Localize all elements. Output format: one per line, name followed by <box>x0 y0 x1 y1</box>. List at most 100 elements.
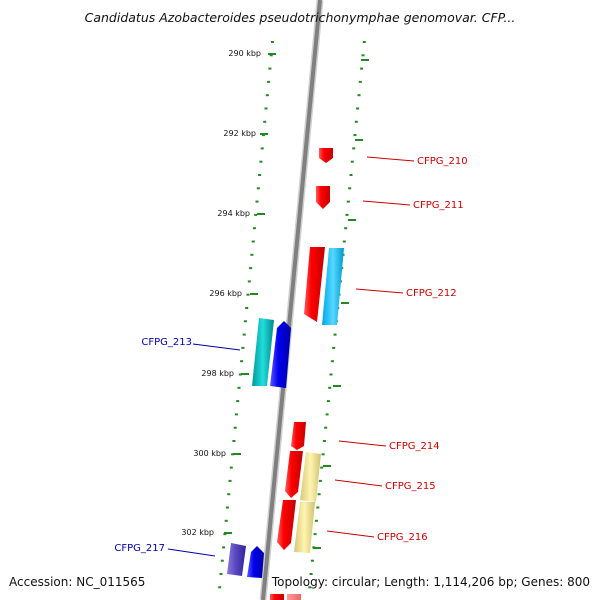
guide-dot <box>252 227 256 230</box>
gene-CFPG_212[interactable]: CFPG_212 <box>304 247 457 325</box>
guide-dot <box>309 573 313 575</box>
gene-CFPG_214[interactable]: CFPG_214 <box>291 422 440 452</box>
gene-leader-line <box>326 530 375 538</box>
gene-arrow[interactable] <box>316 186 330 209</box>
gene-CFPG_215[interactable]: CFPG_215 <box>285 451 436 502</box>
guide-dot <box>225 506 229 509</box>
gene-CFPG_210[interactable]: CFPG_210 <box>319 148 468 167</box>
gene-arrow[interactable] <box>277 500 296 550</box>
gene-arrow[interactable] <box>270 321 291 388</box>
gene-label[interactable]: CFPG_210 <box>417 156 468 167</box>
guide-dot <box>358 80 362 83</box>
gene-block[interactable] <box>227 543 246 576</box>
axis-tick: 292 kbp <box>223 129 268 138</box>
guide-dot <box>308 586 312 589</box>
guide-dot <box>269 54 273 57</box>
gene-leader-line <box>355 288 404 294</box>
guide-dot <box>220 559 224 562</box>
gene-block[interactable] <box>322 248 344 325</box>
guide-dot <box>259 160 263 163</box>
tick-label: 298 kbp <box>201 369 234 378</box>
guide-dot <box>321 453 325 456</box>
guide-dot <box>228 479 232 482</box>
gene-label[interactable]: CFPG_212 <box>406 288 457 299</box>
guide-dot <box>229 466 233 469</box>
guide-dot <box>255 200 259 203</box>
guide-dot <box>222 546 226 549</box>
guide-dot <box>242 333 246 336</box>
guide-dot <box>356 107 360 110</box>
gene-leader-line <box>362 200 411 206</box>
guide-dot <box>352 147 356 150</box>
gene-arrow[interactable] <box>319 148 333 163</box>
guide-dot <box>318 479 322 482</box>
guide-dot <box>267 80 271 83</box>
guide-dot <box>251 240 255 243</box>
gene-leader-line <box>167 548 216 557</box>
guide-dot <box>317 493 321 496</box>
axis-tick: 290 kbp <box>228 49 276 58</box>
guide-dot <box>348 187 352 190</box>
guide-dot <box>264 107 268 110</box>
guide-dot <box>362 41 366 43</box>
gene-arrow[interactable] <box>285 451 303 498</box>
gene-label[interactable]: CFPG_211 <box>413 200 464 211</box>
guide-dot <box>231 453 235 456</box>
axis-tick: 302 kbp <box>181 528 232 537</box>
guide-dot <box>263 120 267 123</box>
guide-dot <box>316 506 320 509</box>
guide-dot <box>249 267 253 270</box>
gene-arrow[interactable] <box>247 546 264 578</box>
map-title: Candidatus Azobacteroides pseudotrichony… <box>85 10 516 25</box>
gene-block[interactable] <box>294 502 315 553</box>
guide-dot <box>254 213 258 216</box>
guide-dot <box>345 213 349 216</box>
guide-dot <box>232 440 236 442</box>
gene-leader-line <box>338 440 387 447</box>
tick-label: 294 kbp <box>217 209 250 218</box>
guide-dot <box>240 360 244 363</box>
gene-arrow[interactable] <box>304 247 325 322</box>
guide-dot <box>344 227 348 230</box>
tick-label: 302 kbp <box>181 528 214 537</box>
gene-arrow[interactable] <box>291 422 306 450</box>
gene-block[interactable] <box>252 318 274 386</box>
gene-CFPG_216[interactable]: CFPG_216 <box>277 500 428 553</box>
gene-partial[interactable] <box>287 594 301 600</box>
guide-dot <box>354 120 358 123</box>
guide-dot <box>250 253 254 256</box>
gene-label[interactable]: CFPG_215 <box>385 481 436 492</box>
gene-label[interactable]: CFPG_213 <box>141 337 192 348</box>
gene-label[interactable]: CFPG_216 <box>377 532 428 543</box>
gene-leader-line <box>366 156 415 162</box>
gene-label[interactable]: CFPG_214 <box>389 441 440 452</box>
guide-dot <box>224 519 228 522</box>
gene-CFPG_211[interactable]: CFPG_211 <box>316 186 464 211</box>
guide-dot <box>325 413 329 416</box>
accession-text: Accession: NC_011565 <box>9 575 145 589</box>
gene-CFPG_213[interactable]: CFPG_213 <box>141 318 291 388</box>
genome-summary: Topology: circular; Length: 1,114,206 bp… <box>271 575 590 589</box>
guide-dot <box>349 174 353 176</box>
guide-dot <box>227 493 231 496</box>
guide-dot <box>234 413 238 416</box>
axis-tick: 298 kbp <box>201 369 249 378</box>
guide-dot <box>261 134 265 137</box>
guide-dot <box>237 386 241 389</box>
guide-dot <box>218 586 222 589</box>
gene-label[interactable]: CFPG_217 <box>114 543 165 554</box>
tick-label: 296 kbp <box>209 289 242 298</box>
gene-CFPG_217[interactable]: CFPG_217 <box>114 543 264 578</box>
guide-dot <box>361 54 365 57</box>
guide-dot <box>246 293 250 296</box>
gene-block[interactable] <box>300 452 321 502</box>
guide-dot <box>310 559 314 562</box>
gene-partial[interactable] <box>270 594 284 600</box>
guide-dot <box>241 346 245 349</box>
guide-dot <box>223 533 227 536</box>
guide-dot <box>314 519 318 522</box>
guide-dot <box>329 373 333 376</box>
axis-tick: 296 kbp <box>209 289 258 298</box>
guide-dot <box>245 307 249 309</box>
